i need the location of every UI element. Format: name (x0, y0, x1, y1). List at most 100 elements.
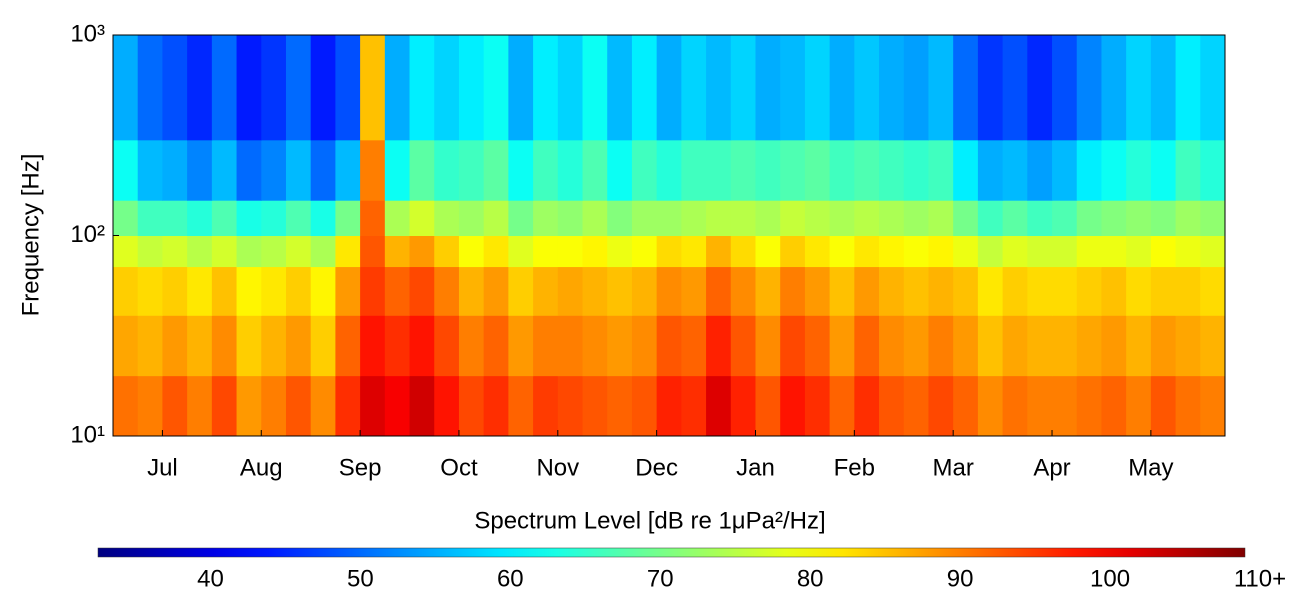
heatmap-cell (730, 235, 756, 268)
heatmap-cell (681, 315, 707, 377)
y-tick-label: 10¹ (70, 421, 105, 448)
colorbar (97, 547, 1246, 558)
heatmap-cell (928, 235, 954, 268)
heatmap-cell (236, 139, 262, 201)
heatmap-cell (335, 266, 361, 316)
colorbar-tick-label: 110+ (1234, 565, 1286, 592)
heatmap-cell (780, 266, 806, 316)
heatmap-cell (557, 315, 584, 377)
heatmap-cell (483, 139, 509, 201)
heatmap-cell (360, 235, 386, 268)
heatmap-cell (236, 375, 262, 437)
heatmap-cell (1101, 315, 1127, 377)
heatmap-cell (261, 200, 287, 236)
x-tick-label: Jan (736, 454, 775, 481)
heatmap-cell (656, 375, 682, 437)
heatmap-cell (236, 315, 262, 377)
heatmap-cell (780, 200, 806, 236)
x-tick-label: Mar (933, 454, 974, 481)
y-tick-label: 10³ (70, 20, 105, 47)
heatmap-cell (953, 235, 979, 268)
heatmap-cell (631, 375, 658, 437)
heatmap-cell (310, 315, 336, 377)
heatmap-cell (681, 35, 707, 141)
heatmap-cell (829, 315, 855, 377)
heatmap-cell (607, 35, 633, 141)
heatmap-cell (1126, 315, 1152, 377)
heatmap-cell (681, 235, 707, 268)
heatmap-cell (829, 375, 855, 437)
heatmap-cell (137, 315, 163, 377)
heatmap-cell (730, 266, 756, 316)
heatmap-cell (780, 235, 806, 268)
heatmap-cell (730, 200, 756, 236)
heatmap-cell (384, 315, 411, 377)
heatmap-cell (162, 139, 188, 201)
heatmap-cell (755, 235, 781, 268)
heatmap-cell (211, 375, 238, 437)
heatmap-cell (187, 315, 213, 377)
heatmap-cell (755, 266, 781, 316)
heatmap-cell (631, 139, 658, 201)
heatmap-cell (1076, 235, 1102, 268)
heatmap-cell (360, 139, 386, 201)
heatmap-cell (533, 200, 559, 236)
heatmap-cell (730, 375, 756, 437)
heatmap-cell (804, 315, 831, 377)
colorbar-tick-label: 60 (497, 565, 524, 592)
heatmap-cell (1027, 315, 1053, 377)
heatmap-cell (829, 200, 855, 236)
heatmap-cell (360, 200, 386, 236)
heatmap-cell (508, 235, 534, 268)
heatmap-cell (706, 315, 732, 377)
heatmap-cell (706, 139, 732, 201)
heatmap-cell (434, 139, 460, 201)
heatmap-cell (928, 315, 954, 377)
heatmap-cell (137, 139, 163, 201)
heatmap-cell (953, 200, 979, 236)
heatmap-cell (458, 235, 485, 268)
heatmap-cell (656, 315, 682, 377)
heatmap-cell (162, 200, 188, 236)
heatmap-cell (1200, 266, 1226, 316)
heatmap-cell (953, 375, 979, 437)
heatmap-cell (458, 375, 485, 437)
heatmap-cell (854, 266, 880, 316)
heatmap-cell (508, 35, 534, 141)
heatmap-cell (582, 375, 608, 437)
heatmap-cell (137, 235, 163, 268)
heatmap-cell (1150, 235, 1177, 268)
heatmap-cell (582, 139, 608, 201)
heatmap-cell (953, 35, 979, 141)
heatmap-cell (211, 200, 238, 236)
heatmap-cell (1200, 375, 1226, 437)
heatmap-cell (211, 139, 238, 201)
heatmap-cell (879, 139, 905, 201)
heatmap-cell (1150, 200, 1177, 236)
heatmap-cell (285, 235, 312, 268)
heatmap-cell (187, 235, 213, 268)
heatmap-cell (706, 375, 732, 437)
heatmap-cell (1002, 200, 1028, 236)
heatmap-cell (533, 235, 559, 268)
heatmap-cell (755, 315, 781, 377)
heatmap-cell (384, 139, 411, 201)
heatmap-cell (310, 235, 336, 268)
heatmap-cell (261, 35, 287, 141)
heatmap-cell (582, 235, 608, 268)
heatmap-cell (1027, 375, 1053, 437)
heatmap-cell (162, 235, 188, 268)
heatmap-cell (113, 35, 139, 141)
heatmap-cell (1052, 375, 1078, 437)
heatmap-cell (137, 266, 163, 316)
heatmap-cell (730, 139, 756, 201)
heatmap-cell (1076, 375, 1102, 437)
colorbar-tick-label: 40 (197, 565, 224, 592)
heatmap-cell (1126, 200, 1152, 236)
heatmap-cell (1002, 35, 1028, 141)
heatmap-cell (607, 266, 633, 316)
heatmap-cell (1101, 235, 1127, 268)
heatmap-cell (483, 375, 509, 437)
y-tick-label: 10² (70, 221, 105, 248)
heatmap-cell (1200, 139, 1226, 201)
